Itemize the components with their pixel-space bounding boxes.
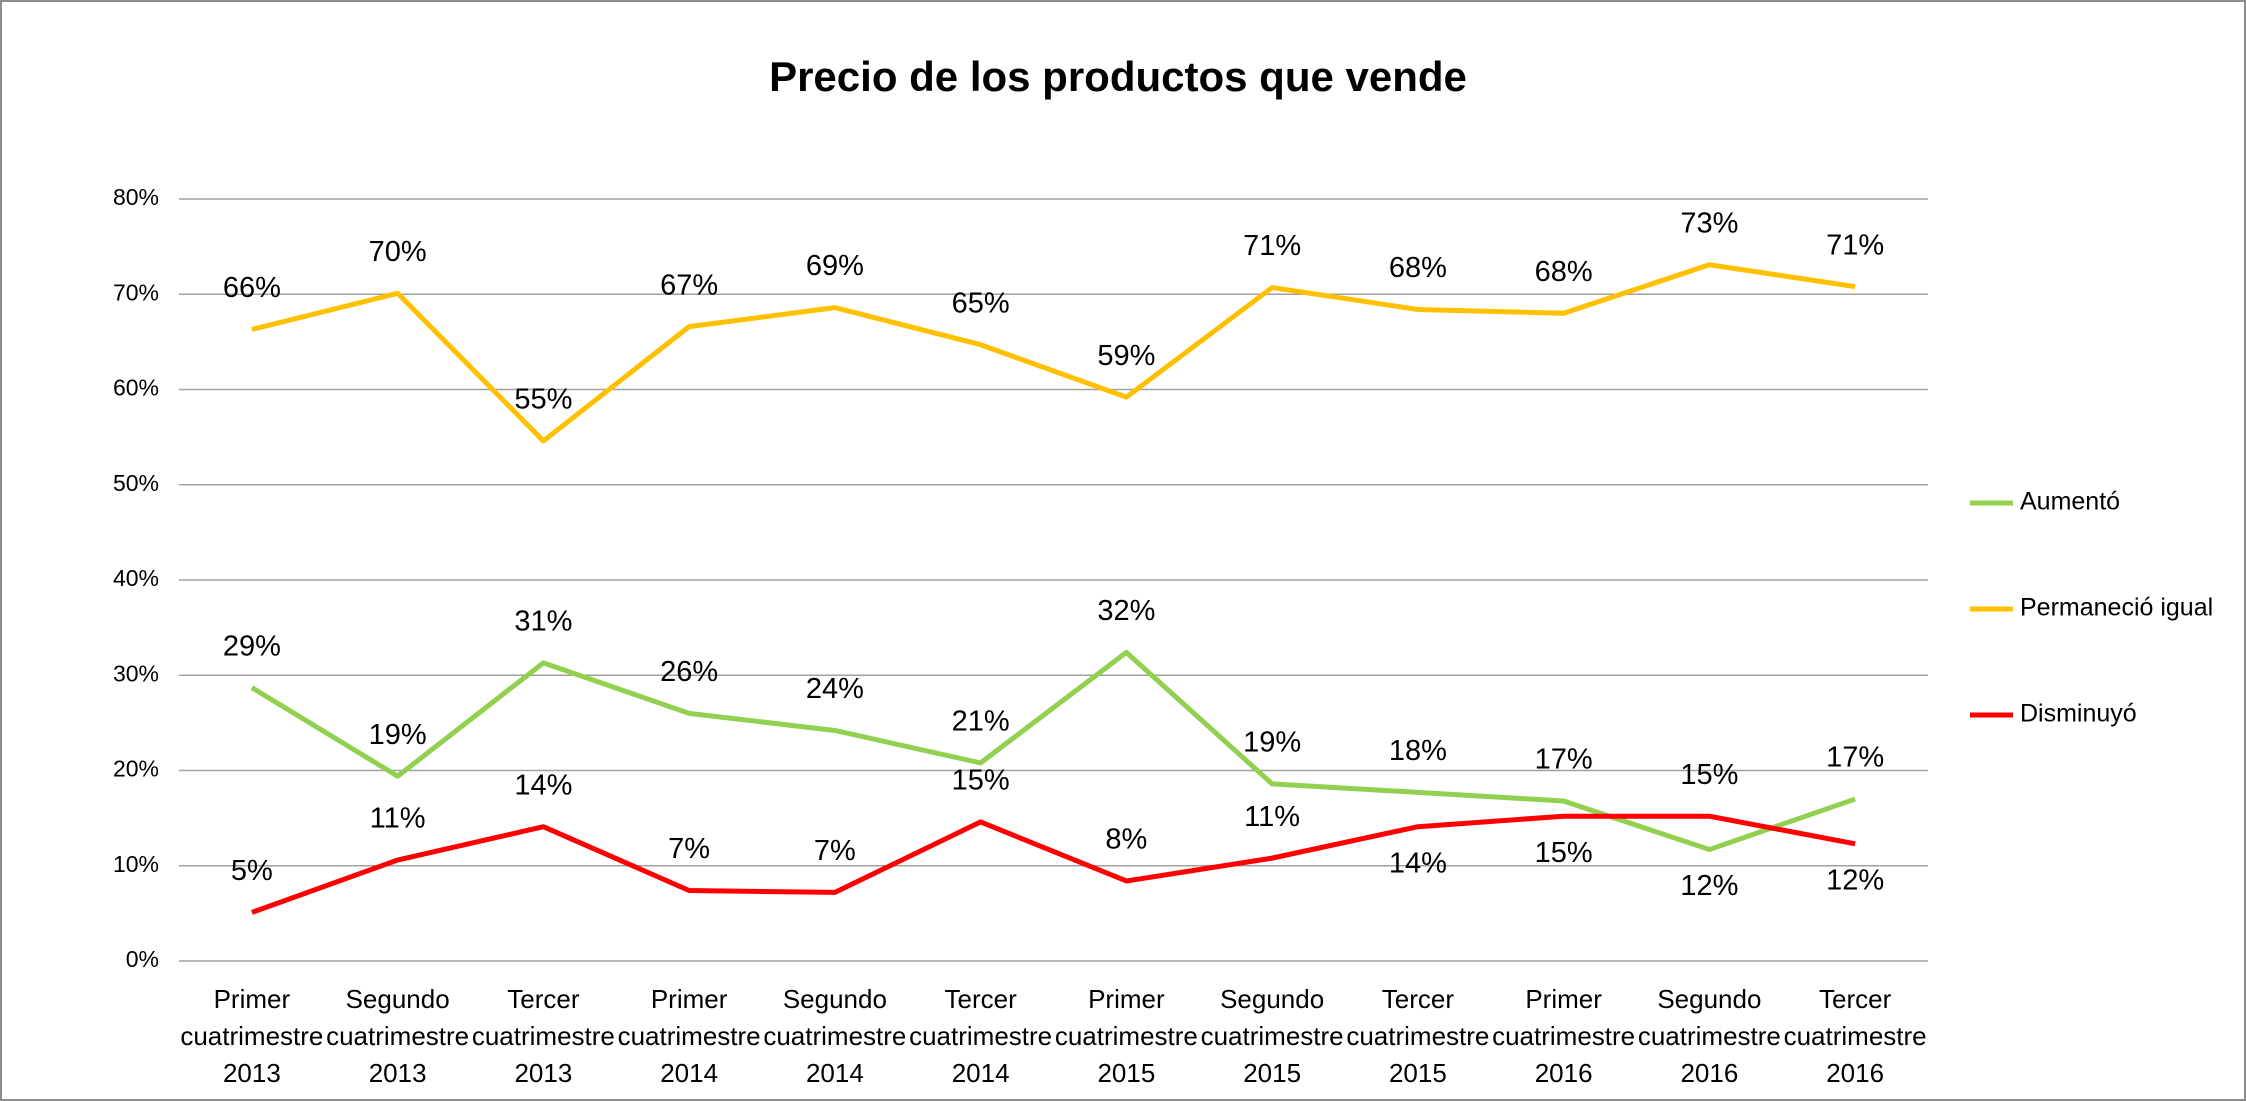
series-line xyxy=(251,262,1856,444)
data-label: 11% xyxy=(1244,801,1300,833)
data-label: 18% xyxy=(1389,735,1447,767)
data-label: 5% xyxy=(231,855,273,887)
data-label: 21% xyxy=(952,706,1010,738)
x-tick-label: Primer cuatrimestre 2015 xyxy=(1055,984,1198,1088)
data-label: 15% xyxy=(952,765,1010,797)
x-tick-label: Segundo cuatrimestre 2015 xyxy=(1201,984,1344,1088)
series-line xyxy=(251,813,1856,915)
data-label: 29% xyxy=(223,630,281,662)
data-label: 14% xyxy=(1389,847,1447,879)
x-tick-label: Tercer cuatrimestre 2013 xyxy=(472,984,615,1088)
y-tick-label: 50% xyxy=(113,470,159,496)
y-tick-label: 70% xyxy=(113,279,159,305)
data-label: 12% xyxy=(1680,870,1738,902)
data-label: 8% xyxy=(1105,824,1147,856)
chart-title: Precio de los productos que vende xyxy=(769,53,1467,100)
x-tick-label: Primer cuatrimestre 2014 xyxy=(618,984,761,1088)
y-tick-label: 0% xyxy=(126,946,159,972)
data-label: 14% xyxy=(514,769,572,801)
data-label: 68% xyxy=(1389,252,1447,284)
data-label: 7% xyxy=(814,835,856,867)
data-label: 55% xyxy=(514,384,572,416)
x-tick-label: Primer cuatrimestre 2016 xyxy=(1492,984,1635,1088)
legend-label: Permaneció igual xyxy=(2020,594,2213,622)
data-label: 66% xyxy=(223,272,281,304)
x-tick-label: Tercer cuatrimestre 2016 xyxy=(1784,984,1927,1088)
data-label: 68% xyxy=(1535,256,1593,288)
data-label: 24% xyxy=(806,673,864,705)
legend-label: Disminuyó xyxy=(2020,700,2137,728)
data-label: 69% xyxy=(806,250,864,282)
data-label: 67% xyxy=(660,269,718,301)
y-tick-label: 30% xyxy=(113,660,159,686)
x-tick-label: Segundo cuatrimestre 2013 xyxy=(326,984,469,1088)
series-line xyxy=(250,649,1856,853)
x-tick-label: Segundo cuatrimestre 2014 xyxy=(763,984,906,1088)
y-tick-label: 80% xyxy=(113,184,159,210)
data-label: 26% xyxy=(660,656,718,688)
data-label: 15% xyxy=(1535,837,1593,869)
data-label: 32% xyxy=(1097,595,1155,627)
x-tick-label: Tercer cuatrimestre 2014 xyxy=(909,984,1052,1088)
data-label: 31% xyxy=(514,606,572,638)
data-label: 59% xyxy=(1097,340,1155,372)
x-tick-label: Segundo cuatrimestre 2016 xyxy=(1638,984,1781,1088)
data-label: 70% xyxy=(369,236,427,268)
data-label: 71% xyxy=(1826,229,1884,261)
data-label: 73% xyxy=(1680,207,1738,239)
y-tick-label: 60% xyxy=(113,375,159,401)
data-label: 15% xyxy=(1680,759,1738,791)
data-label: 71% xyxy=(1243,230,1301,262)
x-tick-label: Tercer cuatrimestre 2015 xyxy=(1346,984,1489,1088)
data-label: 12% xyxy=(1826,864,1884,896)
data-label: 7% xyxy=(668,833,710,865)
data-label: 19% xyxy=(1243,726,1301,758)
y-tick-label: 10% xyxy=(113,851,159,877)
data-label: 19% xyxy=(369,719,427,751)
legend-label: Aumentó xyxy=(2020,488,2120,516)
y-tick-label: 40% xyxy=(113,565,159,591)
x-tick-label: Primer cuatrimestre 2013 xyxy=(180,984,323,1088)
data-label: 17% xyxy=(1535,744,1593,776)
data-label: 65% xyxy=(952,287,1010,319)
data-label: 17% xyxy=(1826,742,1884,774)
data-label: 11% xyxy=(370,803,426,835)
y-tick-label: 20% xyxy=(113,756,159,782)
